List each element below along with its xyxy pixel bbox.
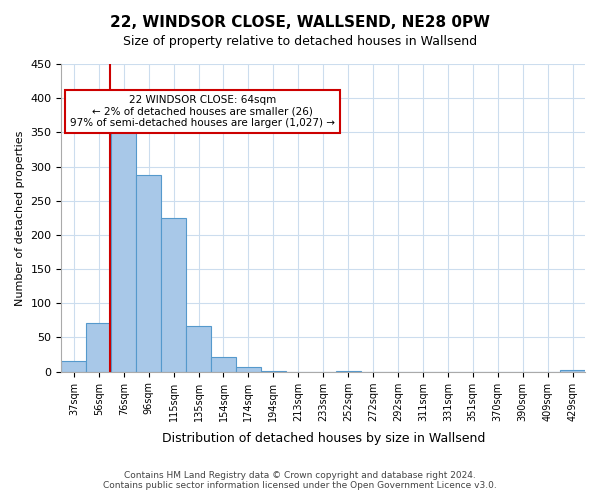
Bar	[186, 326, 211, 372]
Bar	[211, 356, 236, 372]
Bar	[560, 370, 585, 372]
Bar	[61, 362, 86, 372]
Text: Contains HM Land Registry data © Crown copyright and database right 2024.
Contai: Contains HM Land Registry data © Crown c…	[103, 470, 497, 490]
Bar	[111, 124, 136, 372]
Text: 22 WINDSOR CLOSE: 64sqm
← 2% of detached houses are smaller (26)
97% of semi-det: 22 WINDSOR CLOSE: 64sqm ← 2% of detached…	[70, 95, 335, 128]
Bar	[161, 218, 186, 372]
Y-axis label: Number of detached properties: Number of detached properties	[15, 130, 25, 306]
Bar	[136, 175, 161, 372]
Text: 22, WINDSOR CLOSE, WALLSEND, NE28 0PW: 22, WINDSOR CLOSE, WALLSEND, NE28 0PW	[110, 15, 490, 30]
Bar	[261, 371, 286, 372]
Bar	[335, 371, 361, 372]
Bar	[86, 323, 111, 372]
X-axis label: Distribution of detached houses by size in Wallsend: Distribution of detached houses by size …	[161, 432, 485, 445]
Bar	[236, 367, 261, 372]
Text: Size of property relative to detached houses in Wallsend: Size of property relative to detached ho…	[123, 35, 477, 48]
